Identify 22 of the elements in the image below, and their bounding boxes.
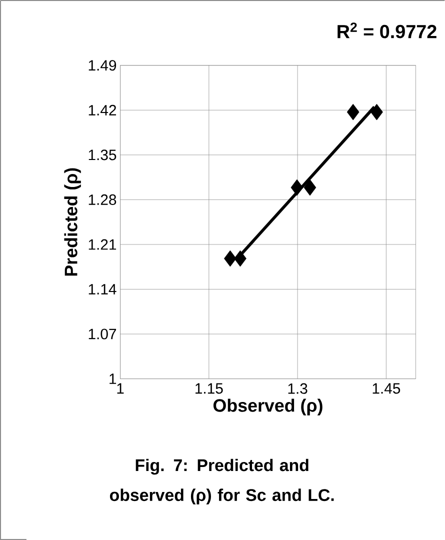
point <box>234 250 246 267</box>
y-tick-label: 1.07 <box>88 328 116 340</box>
x-tick-label: 1 <box>117 383 124 394</box>
point <box>304 179 316 196</box>
y-axis-title: Predicted (ρ) <box>64 168 81 276</box>
y-tick-label: 1.42 <box>88 104 116 116</box>
point <box>370 104 383 120</box>
x-tick-label: 1.45 <box>372 383 400 394</box>
point <box>346 104 360 120</box>
x-tick-label: 1.15 <box>195 383 223 394</box>
y-tick-label: 1.14 <box>88 284 116 294</box>
y-tick-label: 1.21 <box>88 239 116 250</box>
y-tick-label: 1.35 <box>88 150 116 160</box>
x-tick-label: 1.3 <box>288 383 308 394</box>
x-axis-title: Observed (ρ) <box>213 398 322 416</box>
y-tick-label: 1 <box>110 374 116 384</box>
point <box>290 179 304 196</box>
y-tick-label: 1.28 <box>88 194 116 205</box>
caption: Fig. 7: Predicted and observed (ρ) for Sc and LC. <box>110 458 334 504</box>
point <box>224 250 236 267</box>
y-tick-label: 1.49 <box>88 60 116 71</box>
text: R$^{2}$ = 0.9772 <box>338 22 436 38</box>
